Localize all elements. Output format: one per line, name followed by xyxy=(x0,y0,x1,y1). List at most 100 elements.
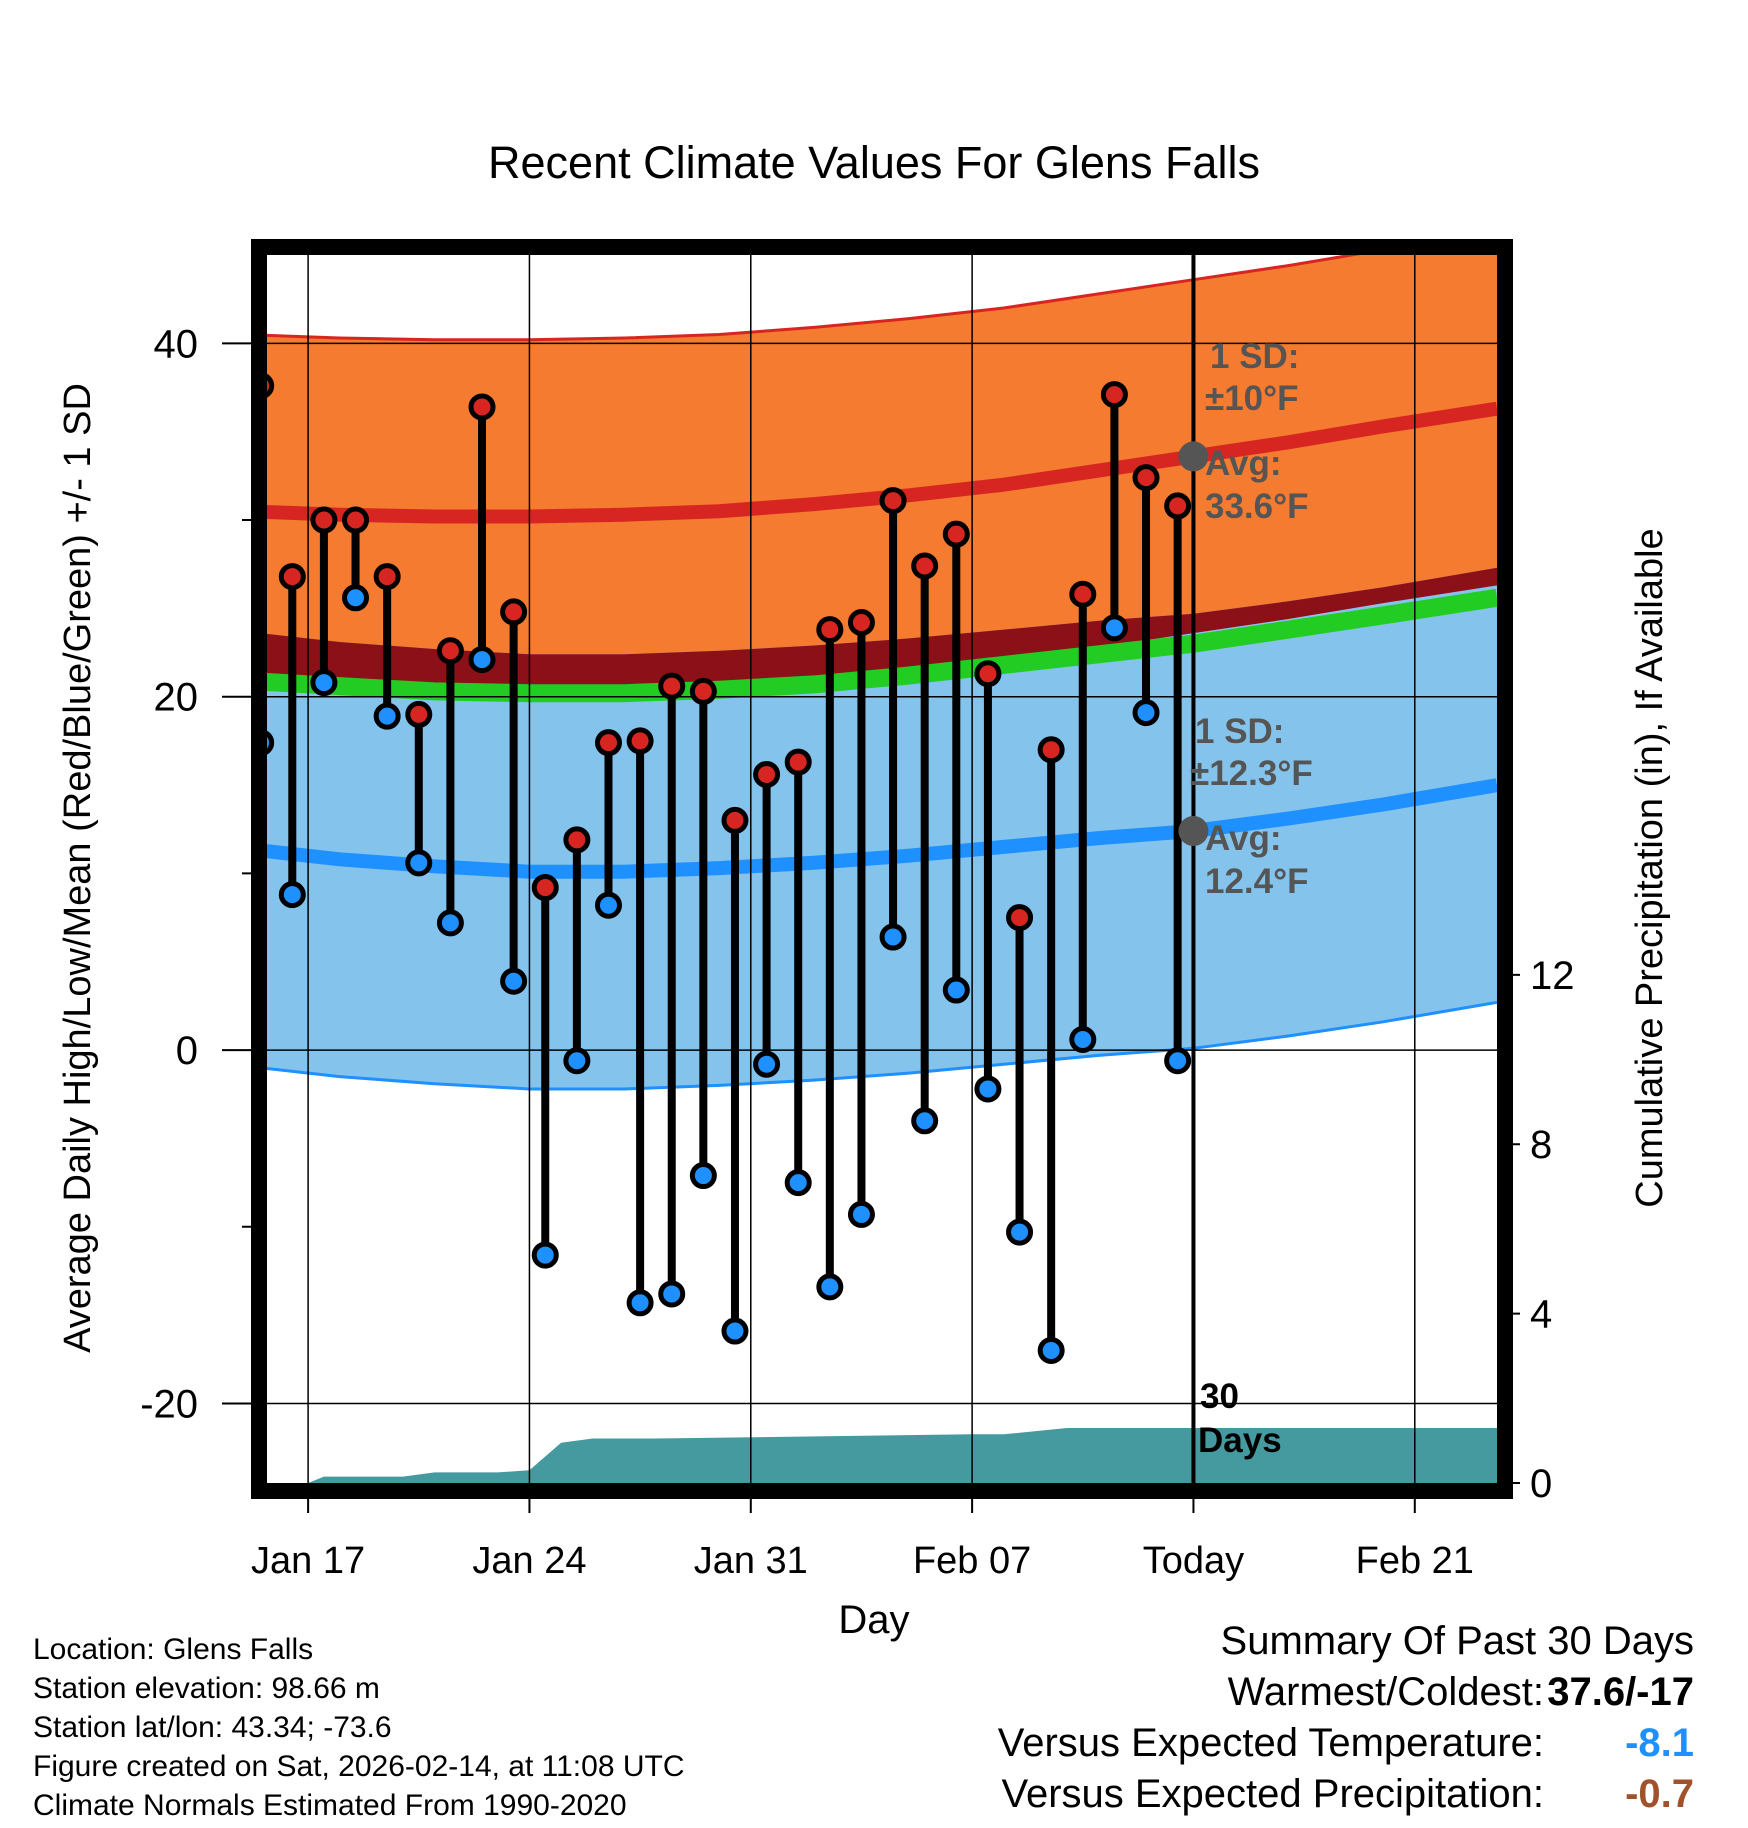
daily-low-marker xyxy=(594,891,622,919)
latlon-line: Station lat/lon: 43.34; -73.6 xyxy=(33,1711,392,1744)
x-tick-label: Jan 17 xyxy=(251,1540,365,1582)
daily-high-marker xyxy=(500,598,528,626)
right-axis-ticks xyxy=(1505,973,1520,1484)
warmest-coldest-row: Warmest/Coldest:37.6/-17 xyxy=(998,1667,1694,1718)
plot-frame xyxy=(251,239,1513,1499)
days-count-number: 30 xyxy=(1200,1377,1239,1416)
avg-high-dot xyxy=(1178,441,1209,472)
x-tick-label: Jan 31 xyxy=(694,1540,808,1582)
daily-low-marker xyxy=(1164,1047,1192,1075)
cumulative-precip-area xyxy=(267,1428,1497,1483)
daily-high-marker xyxy=(626,727,654,755)
left-axis-ticks xyxy=(222,342,259,1405)
warmest-coldest-label: Warmest/Coldest: xyxy=(1227,1670,1544,1714)
daily-high-marker xyxy=(1164,492,1192,520)
daily-high-marker xyxy=(310,506,338,534)
x-tick-label: Feb 21 xyxy=(1356,1540,1474,1582)
x-axis-ticks xyxy=(307,1491,1416,1513)
daily-high-marker xyxy=(373,563,401,591)
daily-low-marker xyxy=(436,909,464,937)
low-sd-label: 1 SD: xyxy=(1195,712,1284,751)
low-sd-value: ±12.3°F xyxy=(1190,754,1313,793)
precip-anomaly-row: Versus Expected Precipitation: -0.7 xyxy=(998,1769,1694,1820)
temp-anomaly-label: Versus Expected Temperature: xyxy=(997,1721,1544,1765)
daily-high-marker xyxy=(784,748,812,776)
x-tick-label: Today xyxy=(1143,1540,1244,1582)
daily-high-marker xyxy=(1100,381,1128,409)
created-line: Figure created on Sat, 2026-02-14, at 11… xyxy=(33,1750,685,1783)
temp-anomaly-row: Versus Expected Temperature: -8.1 xyxy=(998,1718,1694,1769)
daily-low-marker xyxy=(974,1075,1002,1103)
chart-title: Recent Climate Values For Glens Falls xyxy=(488,137,1260,188)
daily-high-marker xyxy=(342,506,370,534)
daily-low-marker xyxy=(847,1200,875,1228)
daily-low-marker xyxy=(626,1289,654,1317)
daily-low-marker xyxy=(278,881,306,909)
daily-high-marker xyxy=(847,609,875,637)
high-sd-band xyxy=(267,255,1497,694)
daily-low-marker xyxy=(942,976,970,1004)
low-avg-value: 12.4°F xyxy=(1205,862,1309,901)
daily-high-marker xyxy=(1037,736,1065,764)
daily-low-marker xyxy=(689,1162,717,1190)
plot-area xyxy=(267,255,1497,1483)
avg-high-line xyxy=(267,401,1497,524)
station-info: Location: Glens Falls Station elevation:… xyxy=(33,1630,685,1825)
high-avg-label: Avg: xyxy=(1205,444,1281,483)
daily-high-marker xyxy=(468,393,496,421)
summary-panel: Summary Of Past 30 Days Warmest/Coldest:… xyxy=(998,1616,1694,1820)
daily-high-marker xyxy=(278,563,306,591)
y-tick-label: 20 xyxy=(154,676,199,720)
y-axis-label-left: Average Daily High/Low/Mean (Red/Blue/Gr… xyxy=(57,383,99,1353)
y-tick-label: 0 xyxy=(176,1029,198,1073)
x-axis-label: Day xyxy=(838,1598,909,1642)
low-avg-label: Avg: xyxy=(1205,819,1281,858)
daily-high-marker xyxy=(267,373,275,398)
daily-high-marker xyxy=(436,637,464,665)
axes: 40 20 0 -20 12 8 4 0 Jan 17 Jan 24 Jan 3… xyxy=(57,322,1671,1642)
daily-low-marker xyxy=(816,1273,844,1301)
x-tick-label: Jan 24 xyxy=(472,1540,586,1582)
daily-high-marker xyxy=(563,826,591,854)
daily-low-marker xyxy=(911,1107,939,1135)
daily-high-marker xyxy=(658,672,686,700)
daily-low-marker xyxy=(1006,1218,1034,1246)
daily-high-marker xyxy=(753,760,781,788)
daily-low-marker xyxy=(405,849,433,877)
daily-high-marker xyxy=(879,487,907,515)
daily-high-marker xyxy=(942,520,970,548)
daily-low-marker xyxy=(310,669,338,697)
daily-low-marker xyxy=(267,730,275,755)
daily-low-marker xyxy=(1132,699,1160,727)
elevation-line: Station elevation: 98.66 m xyxy=(33,1672,380,1705)
daily-low-marker xyxy=(879,923,907,951)
daily-low-marker xyxy=(1100,614,1128,642)
high-avg-value: 33.6°F xyxy=(1205,487,1309,526)
avg-low-dot xyxy=(1178,816,1209,847)
daily-temperature-bars xyxy=(267,373,1192,1364)
daily-low-marker xyxy=(721,1317,749,1345)
high-sd-label: 1 SD: xyxy=(1210,337,1299,376)
daily-high-marker xyxy=(405,700,433,728)
annotations: 1 SD: ±10°F Avg: 33.6°F 1 SD: ±12.3°F Av… xyxy=(1190,337,1313,1460)
daily-low-marker xyxy=(468,646,496,674)
daily-high-marker xyxy=(689,677,717,705)
y2-tick-label: 0 xyxy=(1530,1462,1552,1506)
daily-low-marker xyxy=(784,1169,812,1197)
location-line: Location: Glens Falls xyxy=(33,1633,314,1666)
precip-anomaly-label: Versus Expected Precipitation: xyxy=(1001,1772,1544,1816)
y-tick-label: -20 xyxy=(140,1382,198,1426)
daily-low-marker xyxy=(373,702,401,730)
daily-high-marker xyxy=(816,616,844,644)
daily-high-marker xyxy=(974,660,1002,688)
high-sd-value: ±10°F xyxy=(1205,379,1299,418)
y-tick-label: 40 xyxy=(154,322,199,366)
precip-anomaly-value: -0.7 xyxy=(1625,1772,1694,1816)
normals-line: Climate Normals Estimated From 1990-2020 xyxy=(33,1789,627,1822)
daily-low-marker xyxy=(658,1280,686,1308)
daily-high-marker xyxy=(911,552,939,580)
overlap-sd-band xyxy=(267,567,1497,694)
high-upper-sd-line xyxy=(267,255,1361,342)
days-count-word: Days xyxy=(1198,1421,1282,1460)
